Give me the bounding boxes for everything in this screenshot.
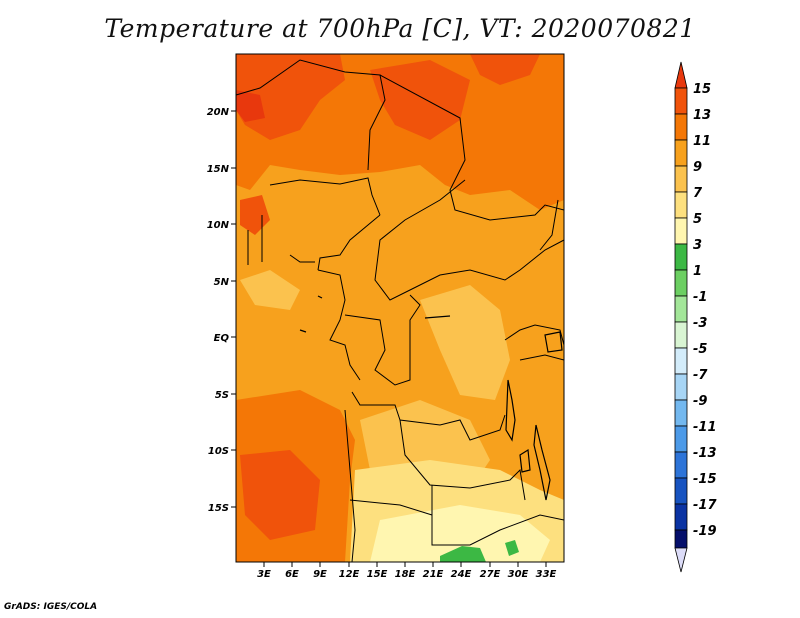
lat-tick: 20N: [207, 107, 236, 118]
lon-tick-label: 30E: [508, 569, 529, 580]
lon-tick: 6E: [285, 562, 299, 580]
colorbar-swatch: [674, 191, 688, 219]
colorbar-label: -17: [693, 498, 717, 513]
colorbar-label: 3: [693, 238, 702, 253]
lon-tick-label: 21E: [423, 569, 444, 580]
colorbar-swatch: [674, 399, 688, 427]
colorbar-swatch: [674, 165, 688, 193]
lon-tick-label: 6E: [285, 569, 299, 580]
colorbar-swatch: [674, 295, 688, 323]
lon-tick: 24E: [451, 562, 472, 580]
lat-tick: 5N: [214, 277, 236, 288]
lat-tick: 10S: [208, 446, 236, 457]
map-title: Temperature at 700hPa [C], VT: 202007082…: [104, 14, 696, 43]
lat-tick: 10N: [207, 220, 236, 231]
lon-tick-label: 18E: [395, 569, 416, 580]
lat-tick: 5S: [215, 390, 236, 401]
lon-tick: 9E: [313, 562, 327, 580]
colorbar-arrow-over: [674, 61, 688, 89]
lon-tick-label: 3E: [257, 569, 271, 580]
colorbar-label: 9: [693, 160, 702, 175]
lat-tick-label: 10S: [208, 446, 229, 457]
credit-label: GrADS: IGES/COLA: [4, 602, 98, 612]
country-borders: [236, 59, 564, 562]
lon-tick: 12E: [339, 562, 360, 580]
lat-tick-label: 15S: [208, 503, 229, 514]
lon-tick: 27E: [480, 562, 501, 580]
colorbar-swatch: [674, 321, 688, 349]
colorbar-label: -3: [693, 316, 707, 331]
lon-tick-label: 33E: [536, 569, 557, 580]
lon-tick: 30E: [508, 562, 529, 580]
lon-tick: 18E: [395, 562, 416, 580]
map-frame: [235, 53, 565, 563]
lon-tick: 15E: [367, 562, 388, 580]
colorbar-label: 11: [693, 134, 711, 149]
colorbar-label: -15: [693, 472, 717, 487]
lat-tick-label: 15N: [207, 164, 230, 175]
colorbar-label: -19: [693, 524, 717, 539]
colorbar-label: 13: [693, 108, 711, 123]
colorbar-swatch: [674, 139, 688, 167]
lat-tick: EQ: [214, 333, 236, 344]
colorbar-swatch: [674, 87, 688, 115]
lon-tick-label: 12E: [339, 569, 360, 580]
lakes: [299, 295, 563, 501]
temperature-field: [236, 54, 564, 562]
lon-tick: 33E: [536, 562, 557, 580]
colorbar: 15 13 11 9 7 5 3 1 -1 -3 -5 -7 -9 -11 -13 -15 -17 -19: [674, 61, 717, 573]
lon-tick-label: 27E: [480, 569, 501, 580]
colorbar-swatch: [674, 373, 688, 401]
lon-tick: 3E: [257, 562, 271, 580]
lon-tick-label: 24E: [451, 569, 472, 580]
lon-ticks: 3E 6E 9E 12E 15E 18E 21E 24E 27E 30E 33E: [257, 562, 557, 580]
colorbar-swatch: [674, 529, 688, 549]
colorbar-label: 15: [693, 82, 711, 97]
lon-tick: 21E: [423, 562, 444, 580]
colorbar-label: -1: [693, 290, 707, 305]
lat-tick-label: EQ: [214, 333, 230, 344]
lat-tick: 15S: [208, 503, 236, 514]
colorbar-swatch: [674, 503, 688, 531]
colorbar-swatch: [674, 217, 688, 245]
colorbar-swatch: [674, 347, 688, 375]
lon-tick-label: 15E: [367, 569, 388, 580]
colorbar-swatch: [674, 425, 688, 453]
colorbar-label: -11: [693, 420, 717, 435]
lat-tick-label: 20N: [207, 107, 230, 118]
lat-tick: 15N: [207, 164, 236, 175]
colorbar-arrow-under: [674, 547, 688, 573]
lat-ticks: 20N 15N 10N 5N EQ 5S 10S 15S: [207, 107, 236, 514]
colorbar-swatch: [674, 243, 688, 271]
colorbar-swatch: [674, 451, 688, 479]
lon-tick-label: 9E: [313, 569, 327, 580]
colorbar-label: -7: [693, 368, 708, 383]
colorbar-swatch: [674, 477, 688, 505]
colorbar-label: 1: [693, 264, 702, 279]
colorbar-label: -9: [693, 394, 707, 409]
lat-tick-label: 5N: [214, 277, 230, 288]
colorbar-label: -13: [693, 446, 717, 461]
colorbar-label: -5: [693, 342, 707, 357]
lat-tick-label: 10N: [207, 220, 230, 231]
colorbar-swatch: [674, 269, 688, 297]
colorbar-label: 7: [693, 186, 703, 201]
colorbar-label: 5: [693, 212, 702, 227]
lat-tick-label: 5S: [215, 390, 229, 401]
colorbar-swatch: [674, 113, 688, 141]
